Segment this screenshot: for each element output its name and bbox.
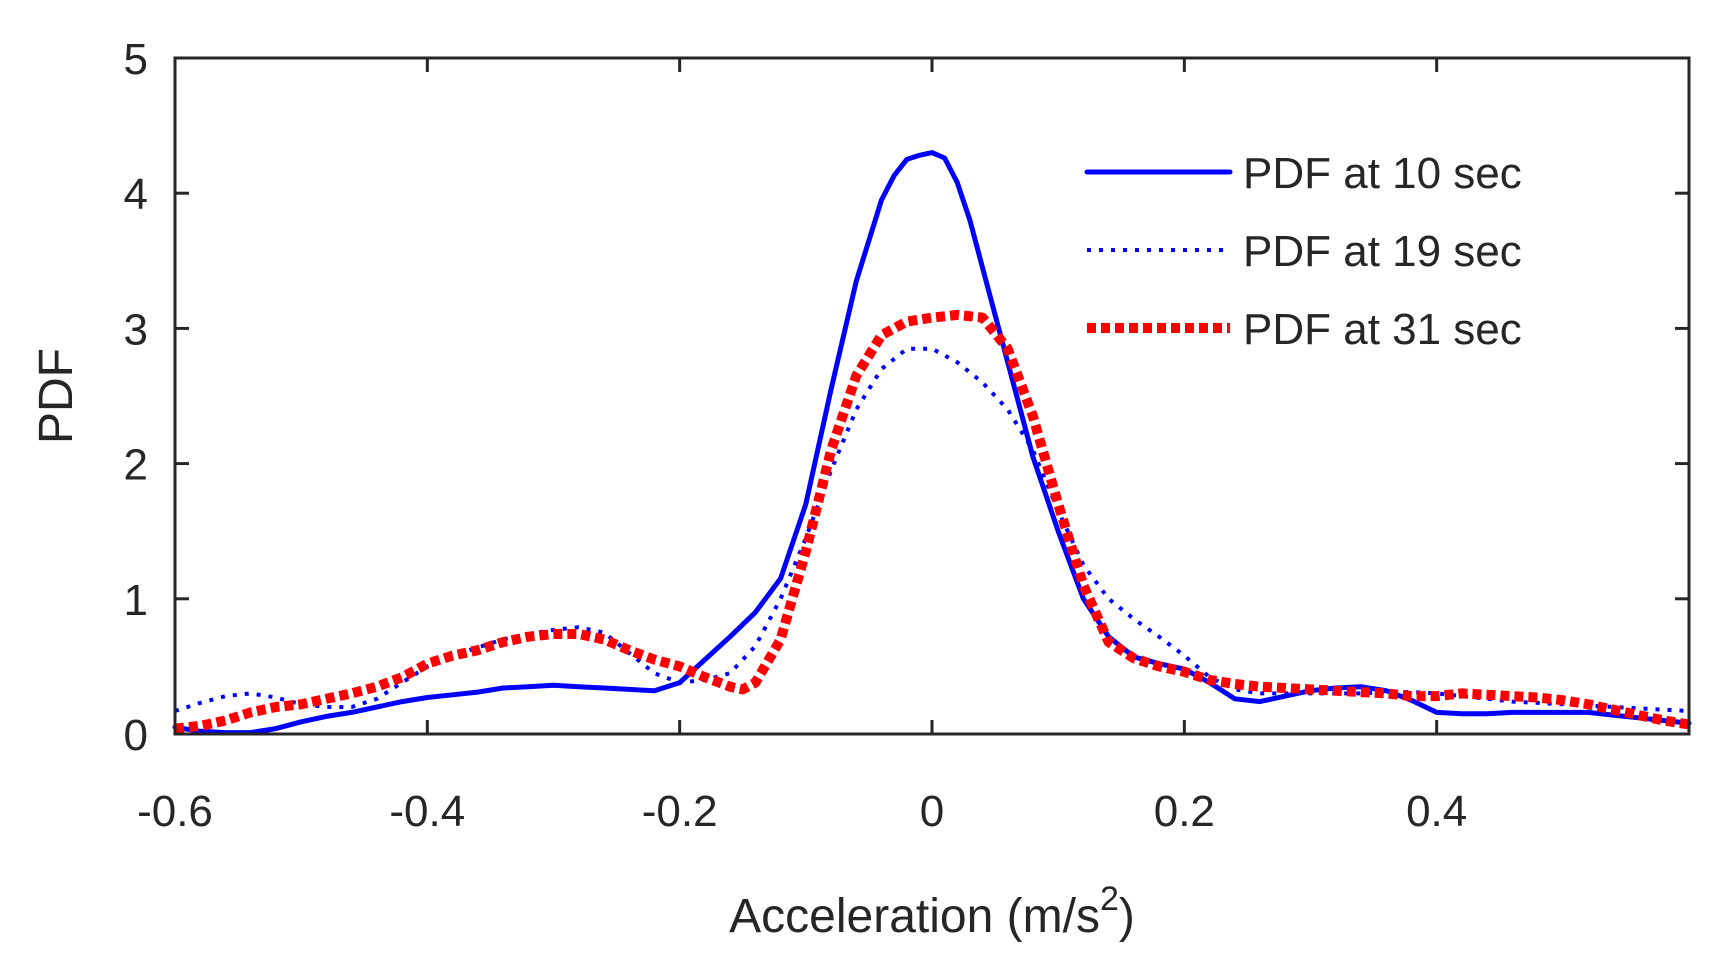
x-tick-label: 0.2 bbox=[1154, 787, 1215, 836]
legend-label-1: PDF at 10 sec bbox=[1243, 149, 1522, 198]
tick-layer: -0.6 -0.4 -0.2 0 0.2 0.4 0 1 2 3 4 5 bbox=[124, 35, 1689, 836]
x-tick-label: -0.2 bbox=[642, 787, 718, 836]
y-axis-label: PDF bbox=[30, 348, 83, 444]
y-tick-label: 0 bbox=[124, 711, 148, 760]
y-tick-label: 5 bbox=[124, 35, 148, 84]
x-tick-label: -0.6 bbox=[137, 787, 213, 836]
legend: PDF at 10 sec PDF at 19 sec PDF at 31 sec bbox=[1084, 149, 1522, 354]
x-axis-label-superscript: 2 bbox=[1100, 880, 1119, 918]
x-tick-label: -0.4 bbox=[389, 787, 465, 836]
series-line-3 bbox=[174, 309, 1690, 734]
y-tick-label: 3 bbox=[124, 305, 148, 354]
x-axis-label: Acceleration (m/s2) bbox=[729, 880, 1135, 943]
x-axis-label-close: ) bbox=[1119, 890, 1135, 943]
series-line-1 bbox=[172, 150, 1692, 736]
y-tick-label: 4 bbox=[124, 170, 148, 219]
x-tick-label: 0.4 bbox=[1406, 787, 1467, 836]
y-tick-label: 2 bbox=[124, 441, 148, 490]
legend-label-2: PDF at 19 sec bbox=[1243, 227, 1522, 276]
series-layer bbox=[172, 150, 1692, 736]
legend-label-3: PDF at 31 sec bbox=[1243, 305, 1522, 354]
x-axis-label-main: Acceleration (m/s bbox=[729, 890, 1100, 943]
x-tick-label: 0 bbox=[920, 787, 944, 836]
y-tick-label: 1 bbox=[124, 576, 148, 625]
